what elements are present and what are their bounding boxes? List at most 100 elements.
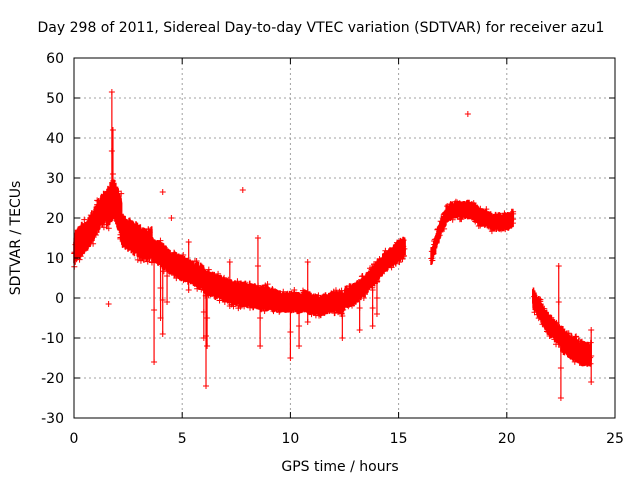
data-point bbox=[221, 299, 228, 306]
data-point bbox=[296, 303, 303, 309]
data-point bbox=[145, 226, 152, 233]
data-point bbox=[277, 296, 284, 303]
data-point bbox=[498, 221, 505, 228]
data-point bbox=[280, 301, 287, 308]
y-tick-label: -10 bbox=[41, 331, 64, 347]
data-point bbox=[215, 292, 222, 299]
data-point bbox=[349, 299, 356, 306]
data-point bbox=[193, 275, 200, 282]
data-point bbox=[116, 207, 123, 214]
data-point bbox=[510, 208, 517, 215]
data-point bbox=[88, 237, 95, 244]
data-point bbox=[454, 199, 461, 206]
axes: 0 5 10 15 20 25 -30 -20 -10 0 10 20 30 40 50 60 bbox=[41, 51, 624, 447]
data-point bbox=[87, 212, 94, 219]
data-point bbox=[498, 226, 505, 233]
data-point bbox=[168, 267, 175, 274]
data-point bbox=[272, 288, 279, 295]
x-tick-label: 25 bbox=[606, 431, 624, 447]
data-point bbox=[485, 222, 492, 229]
data-point bbox=[173, 275, 180, 282]
data-point bbox=[444, 203, 451, 210]
data-point bbox=[197, 277, 204, 284]
data-point bbox=[588, 379, 595, 385]
y-axis-label: SDTVAR / TECUs bbox=[8, 181, 24, 296]
data-point bbox=[287, 303, 294, 309]
data-point bbox=[234, 278, 241, 285]
data-point bbox=[82, 226, 89, 233]
data-point bbox=[470, 200, 477, 207]
x-axis-label: GPS time / hours bbox=[281, 459, 398, 475]
data-point bbox=[164, 247, 171, 253]
data-point bbox=[271, 306, 278, 313]
y-tick-label: 30 bbox=[46, 171, 64, 187]
data-point bbox=[135, 243, 142, 250]
data-point bbox=[346, 291, 353, 298]
data-point bbox=[119, 220, 126, 227]
data-point bbox=[246, 291, 253, 298]
data-point bbox=[328, 297, 335, 304]
data-point bbox=[286, 291, 293, 298]
data-point bbox=[257, 343, 264, 349]
data-point bbox=[434, 225, 441, 232]
data-point bbox=[331, 310, 338, 317]
data-point bbox=[460, 211, 467, 218]
data-point bbox=[125, 226, 132, 233]
data-point bbox=[244, 281, 251, 288]
data-point bbox=[124, 239, 131, 246]
data-point bbox=[254, 235, 261, 241]
data-point bbox=[296, 323, 303, 329]
data-point bbox=[555, 299, 562, 305]
data-point bbox=[430, 244, 437, 251]
data-point bbox=[274, 306, 281, 313]
data-point bbox=[266, 288, 273, 295]
data-point bbox=[389, 248, 396, 255]
data-point bbox=[204, 315, 211, 321]
data-point bbox=[78, 245, 85, 252]
y-tick-label: 10 bbox=[46, 251, 64, 267]
data-point bbox=[535, 315, 542, 322]
data-point bbox=[176, 273, 183, 280]
data-point bbox=[171, 270, 178, 277]
data-point bbox=[211, 292, 218, 299]
data-point bbox=[154, 243, 161, 250]
data-point bbox=[164, 299, 171, 305]
data-point bbox=[139, 232, 146, 239]
data-point bbox=[573, 333, 580, 340]
data-point bbox=[351, 289, 358, 296]
data-point bbox=[125, 217, 132, 224]
data-point bbox=[429, 257, 436, 264]
data-point bbox=[342, 298, 349, 305]
data-point bbox=[537, 296, 544, 303]
data-point bbox=[225, 292, 232, 299]
data-point bbox=[339, 313, 346, 319]
data-point bbox=[346, 283, 353, 290]
data-point bbox=[151, 255, 158, 261]
data-point bbox=[557, 365, 564, 371]
data-point bbox=[495, 214, 502, 221]
data-point bbox=[221, 274, 228, 281]
data-point bbox=[450, 210, 457, 217]
data-point bbox=[134, 256, 141, 263]
data-point bbox=[544, 328, 551, 335]
data-point bbox=[431, 237, 438, 244]
data-point bbox=[315, 292, 322, 299]
data-point bbox=[206, 269, 213, 276]
data-point bbox=[108, 89, 115, 95]
data-point bbox=[210, 273, 217, 280]
data-point bbox=[317, 312, 324, 319]
y-tick-label: 50 bbox=[46, 91, 64, 107]
data-point bbox=[469, 213, 476, 220]
data-point bbox=[291, 287, 298, 294]
data-point bbox=[578, 350, 585, 357]
data-point bbox=[128, 233, 135, 240]
data-point bbox=[133, 222, 140, 229]
data-point bbox=[383, 253, 390, 260]
data-point bbox=[359, 287, 366, 294]
data-point bbox=[279, 306, 286, 313]
data-point bbox=[163, 257, 170, 264]
data-point bbox=[149, 236, 156, 243]
y-tick-label: 20 bbox=[46, 211, 64, 227]
data-point bbox=[280, 288, 287, 295]
data-point bbox=[557, 335, 564, 341]
